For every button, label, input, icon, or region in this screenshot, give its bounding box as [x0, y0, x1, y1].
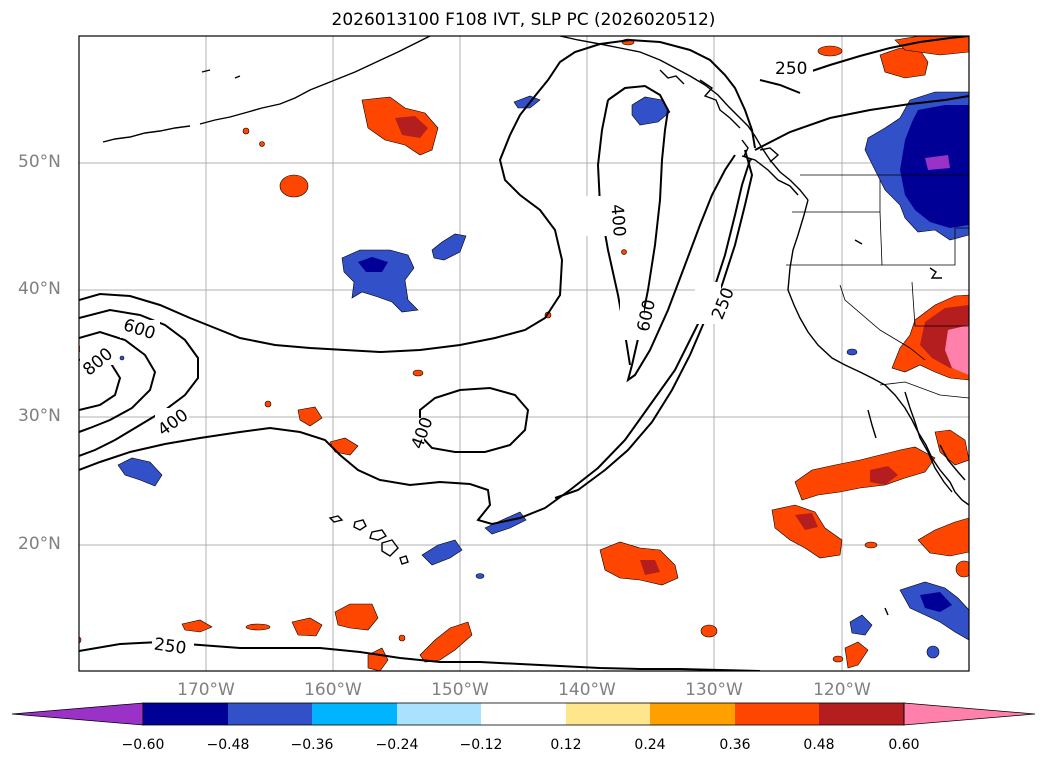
graticule [79, 36, 969, 671]
colorbar-segment [143, 703, 228, 725]
colorbar-tick-label: 0.12 [550, 737, 582, 753]
colorbar-tick-label: −0.12 [459, 737, 503, 753]
colorbar-segment [735, 703, 819, 725]
map-title: 2026013100 F108 IVT, SLP PC (2026020512) [331, 10, 716, 30]
slp-contours [79, 36, 969, 671]
colorbar-tick-label: 0.24 [634, 737, 666, 753]
colorbar-segment [312, 703, 397, 725]
anomaly-shading [79, 36, 969, 671]
colorbar-extend-high [903, 702, 1036, 726]
colorbar-tick-label: −0.36 [290, 737, 334, 753]
lon-label: 170°W [177, 680, 235, 700]
coastlines [102, 36, 969, 616]
colorbar-segment [650, 703, 735, 725]
lon-label: 130°W [685, 680, 743, 700]
lat-label: 50°N [18, 152, 61, 172]
state-borders [786, 174, 969, 399]
colorbar-segment [819, 703, 904, 725]
colorbar-tick-label: −0.24 [375, 737, 419, 753]
colorbar [11, 702, 1036, 726]
colorbar-tick-label: 0.60 [888, 737, 920, 753]
lat-label: 30°N [18, 406, 61, 426]
lon-label: 120°W [813, 680, 871, 700]
colorbar-tick-label: 0.36 [719, 737, 751, 753]
map-frame [78, 35, 970, 672]
lon-label: 150°W [431, 680, 489, 700]
colorbar-segment [481, 703, 566, 725]
contour-label: 400 [606, 204, 629, 238]
contour-labels: 250 600 800 400 400 400 600 250 250 [79, 58, 813, 659]
colorbar-segment [566, 703, 650, 725]
lat-label: 40°N [18, 279, 61, 299]
colorbar-segment [397, 703, 481, 725]
contour-label: 250 [775, 59, 807, 79]
colorbar-extend-low [11, 702, 144, 726]
lon-label: 140°W [558, 680, 616, 700]
lon-label: 160°W [304, 680, 362, 700]
colorbar-tick-label: −0.60 [121, 737, 165, 753]
contour-label: 250 [153, 635, 188, 659]
colorbar-tick-label: −0.48 [206, 737, 250, 753]
colorbar-segment [228, 703, 312, 725]
lat-label: 20°N [18, 534, 61, 554]
colorbar-tick-label: 0.48 [803, 737, 835, 753]
